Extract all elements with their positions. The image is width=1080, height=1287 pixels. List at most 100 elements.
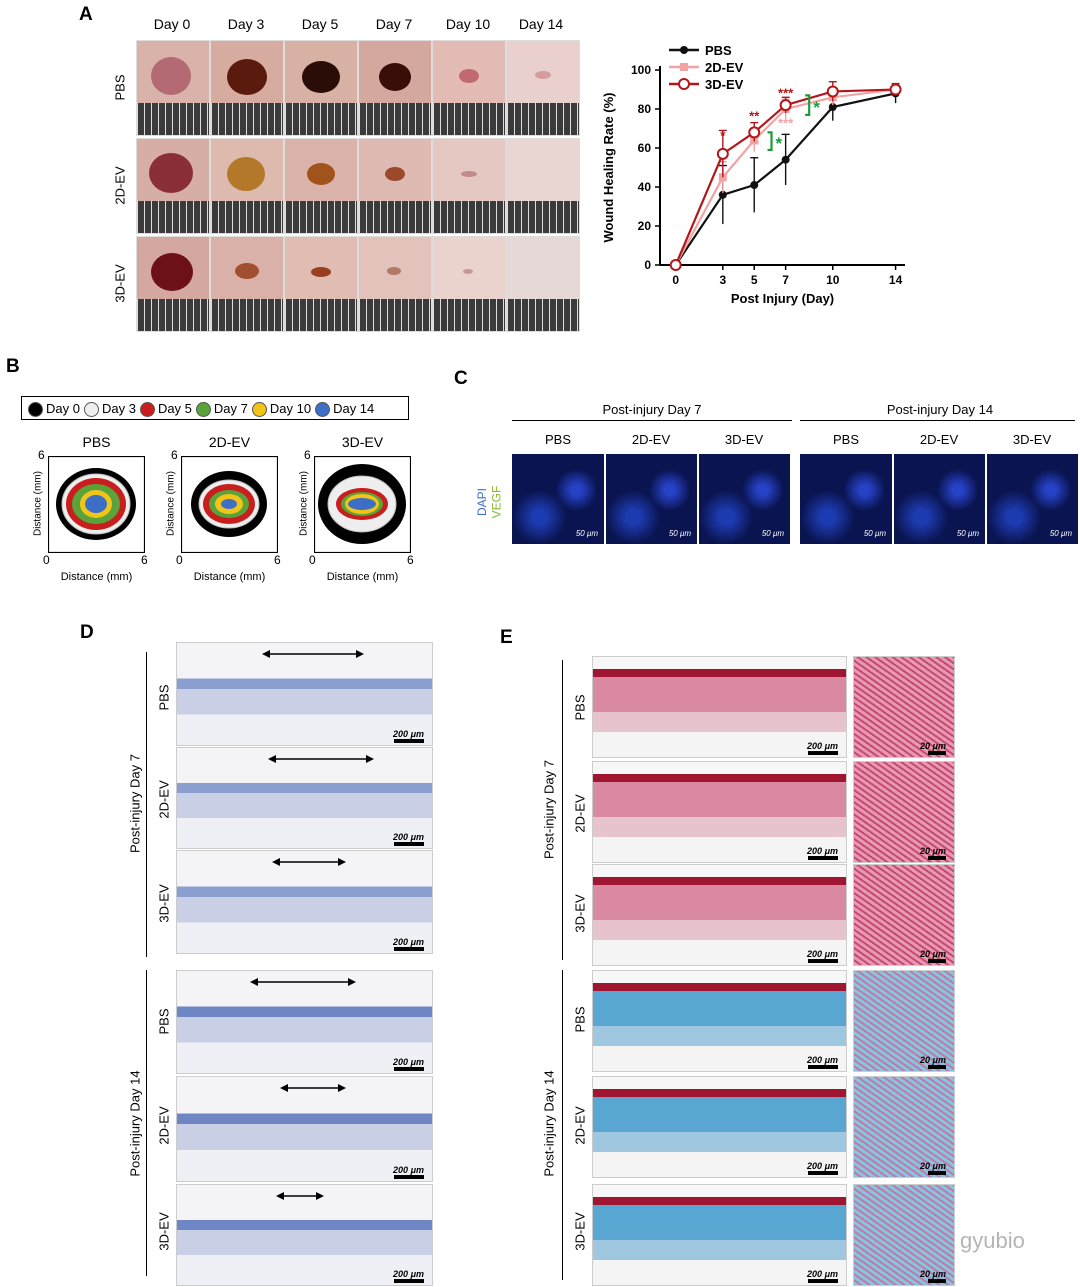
scale-label: 200 μm	[807, 949, 838, 959]
scale-label: 200 μm	[393, 937, 424, 947]
day-label-14: Day 14	[518, 16, 564, 32]
legend-label: PBS	[705, 43, 732, 58]
legend-item: Day 14	[315, 401, 374, 418]
x-tick-label: 14	[889, 273, 903, 287]
row-label-pbs: PBS	[156, 1008, 172, 1035]
histology-image: 200 μm	[592, 1184, 847, 1286]
x-axis-label: Distance (mm)	[60, 571, 133, 583]
y-tick-label: 80	[638, 102, 652, 116]
scale-label: 200 μm	[807, 741, 838, 751]
x-axis-label: Post Injury (Day)	[731, 291, 834, 306]
arrow-head	[276, 1192, 284, 1200]
legend-swatch	[83, 402, 99, 418]
x-tick-label: 0	[43, 553, 50, 567]
wound-width-arrow	[276, 1192, 324, 1200]
contour-legend: Day 0 Day 3 Day 5 Day 7 Day 10 Day 14	[21, 396, 409, 420]
significance-star: *	[720, 128, 726, 143]
wound-photo	[432, 236, 506, 332]
legend-marker	[680, 63, 688, 71]
group-label-day7: Post-injury Day 7	[127, 754, 143, 853]
y-tick-label: 6	[304, 448, 311, 462]
stain-label-vegf: VEGF	[489, 485, 504, 519]
wound-photo	[358, 40, 432, 136]
scale-label: 20 μm	[920, 846, 946, 856]
contour-plot	[181, 456, 278, 553]
row-label-2d-ev: 2D-EV	[572, 1106, 588, 1145]
y-axis-label: Wound Healing Rate (%)	[601, 93, 616, 243]
x-tick-label: 0	[672, 273, 679, 287]
contour-plot	[48, 456, 145, 553]
scale-bar	[928, 751, 946, 755]
row-label-3d-ev: 3D-EV	[112, 264, 128, 303]
arrow-head	[272, 858, 280, 866]
wound-photo	[284, 236, 358, 332]
row-label-pbs: PBS	[572, 694, 588, 721]
series-3d-ev	[669, 81, 902, 271]
scale-bar	[928, 1065, 946, 1069]
arrow-head	[348, 978, 356, 986]
row-label-2d-ev: 2D-EV	[112, 166, 128, 205]
significance-star: ***	[778, 85, 794, 100]
x-tick-label: 6	[141, 553, 148, 567]
wound-photo	[284, 40, 358, 136]
significance-bracket	[767, 131, 773, 152]
x-tick-label: 5	[751, 273, 758, 287]
wound-photo	[358, 236, 432, 332]
wound-width-arrow	[268, 755, 374, 763]
x-tick-label: 0	[176, 553, 183, 567]
scale-label: 20 μm	[920, 1161, 946, 1171]
significance-bracket	[805, 94, 811, 116]
col-label-2d-ev: 2D-EV	[631, 432, 671, 447]
x-tick-label: 0	[309, 553, 316, 567]
wound-photo	[210, 236, 284, 332]
histology-zoom-image: 20 μm	[853, 761, 955, 863]
data-point	[828, 103, 837, 112]
histology-zoom-image: 20 μm	[853, 1076, 955, 1178]
legend-label: Day 0	[46, 401, 80, 416]
arrow-head	[338, 858, 346, 866]
y-tick-label: 6	[171, 448, 178, 462]
contour-plot-title: 3D-EV	[341, 434, 384, 450]
arrow-head	[366, 755, 374, 763]
legend-label: 3D-EV	[705, 77, 744, 92]
row-label-3d-ev: 3D-EV	[156, 1212, 172, 1251]
data-point	[718, 190, 727, 199]
col-label-3d-ev: 3D-EV	[1012, 432, 1052, 447]
histology-zoom-image: 20 μm	[853, 970, 955, 1072]
x-tick-label: 6	[407, 553, 414, 567]
legend-label: Day 7	[213, 401, 248, 416]
scale-bar	[928, 856, 946, 860]
arrow-head	[250, 978, 258, 986]
col-label-2d-ev: 2D-EV	[919, 432, 959, 447]
x-axis-label: Distance (mm)	[326, 571, 399, 583]
significance-star: *	[813, 98, 820, 117]
scale-bar	[808, 1279, 838, 1283]
contour-day-14	[85, 495, 107, 513]
row-label-3d-ev: 3D-EV	[156, 884, 172, 923]
legend-swatch	[251, 402, 267, 418]
group-label-day14: Post-injury Day 14	[127, 1070, 143, 1177]
contour-plot-title: 2D-EV	[208, 434, 251, 450]
scale-label: 200 μm	[393, 1269, 424, 1279]
wound-photo	[284, 138, 358, 234]
data-point	[826, 85, 839, 98]
scale-bar	[928, 1171, 946, 1175]
histology-image: 200 μm	[592, 656, 847, 758]
wound-photo	[210, 138, 284, 234]
wound-width-arrow	[250, 978, 356, 986]
data-point	[779, 99, 792, 112]
row-label-pbs: PBS	[112, 74, 128, 101]
scale-label: 200 μm	[393, 729, 424, 739]
scale-bar	[394, 1067, 424, 1071]
watermark: gyubio	[960, 1228, 1025, 1253]
panel-c-letter: C	[454, 368, 468, 389]
wound-photo	[358, 138, 432, 234]
chart-legend: PBS 2D-EV 3D-EV	[669, 43, 744, 92]
fluorescence-image: 50 μm	[606, 454, 697, 544]
scale-bar	[394, 1279, 424, 1283]
legend-item: Day 3	[83, 401, 136, 418]
y-tick-label: 100	[631, 63, 651, 77]
x-tick-label: 3	[719, 273, 726, 287]
wound-photo	[432, 138, 506, 234]
stain-label-dapi: DAPI	[475, 487, 490, 517]
